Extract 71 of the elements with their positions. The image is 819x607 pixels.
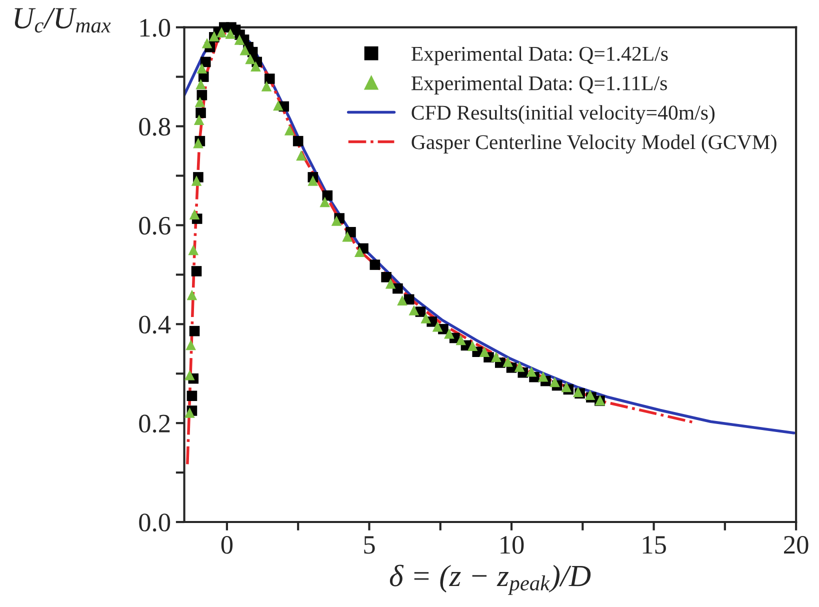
point <box>308 176 318 186</box>
point <box>202 38 212 48</box>
point <box>264 74 275 84</box>
point <box>186 340 196 350</box>
y-tick-label: 1.0 <box>140 18 170 37</box>
point <box>188 244 199 256</box>
point <box>273 100 284 111</box>
point <box>538 371 548 382</box>
x-tick-label: 20 <box>784 536 808 554</box>
point <box>292 136 304 146</box>
x-tick-label: 0 <box>221 536 233 554</box>
point <box>186 390 198 402</box>
point <box>479 346 490 357</box>
point <box>225 28 236 39</box>
point <box>184 370 195 380</box>
point <box>490 352 502 362</box>
point <box>354 246 365 258</box>
legend-label: Experimental Data: Q=1.11L/s <box>411 76 667 95</box>
x-axis-title: δ = (z − z$_{peak}$)/D <box>390 564 591 595</box>
y-tick-label: 0.4 <box>139 316 171 334</box>
point <box>432 321 443 332</box>
point <box>194 96 206 108</box>
legend-label: Experimental Data: Q=1.42L/s <box>411 46 668 66</box>
point <box>189 326 200 336</box>
point <box>234 34 245 45</box>
point <box>370 260 380 270</box>
point <box>186 290 198 300</box>
point <box>561 382 572 392</box>
point <box>514 362 525 372</box>
point <box>444 328 454 339</box>
point <box>196 79 206 90</box>
point <box>456 334 466 346</box>
x-tick-label: 10 <box>500 536 524 554</box>
point <box>397 295 408 306</box>
point <box>408 305 420 316</box>
legend-label: CFD Results(initial velocity=40m/s) <box>412 105 715 124</box>
point <box>584 390 596 400</box>
point <box>191 176 202 186</box>
point <box>296 150 306 161</box>
x-tick-label: 15 <box>642 536 666 554</box>
point <box>261 81 272 92</box>
point <box>331 216 342 226</box>
y-tick-label: 0.2 <box>139 414 170 433</box>
legend-label: Gasper Centerline Velocity Model (GCVM) <box>412 134 776 154</box>
point <box>240 44 250 56</box>
y-tick-label: 0.8 <box>139 118 170 136</box>
point <box>250 61 261 72</box>
y-axis-title: U$_{c}$/U$_{max}$ <box>14 8 111 33</box>
point <box>196 108 206 118</box>
point <box>420 313 432 324</box>
point <box>194 114 204 125</box>
y-tick-label: 0.0 <box>139 514 170 532</box>
point <box>216 27 227 38</box>
point <box>191 266 202 276</box>
point <box>467 340 478 352</box>
point <box>184 408 195 418</box>
point <box>189 209 200 220</box>
y-tick-label: 0.6 <box>139 216 170 235</box>
point <box>550 376 560 388</box>
point <box>196 63 208 74</box>
point <box>385 278 396 289</box>
point <box>245 54 256 64</box>
point <box>392 283 403 294</box>
point <box>320 196 330 208</box>
point <box>284 125 295 136</box>
point <box>381 272 392 282</box>
point <box>502 356 513 367</box>
point <box>200 56 211 68</box>
x-tick-label: 5 <box>364 536 375 554</box>
point <box>526 366 537 377</box>
point <box>342 231 352 242</box>
